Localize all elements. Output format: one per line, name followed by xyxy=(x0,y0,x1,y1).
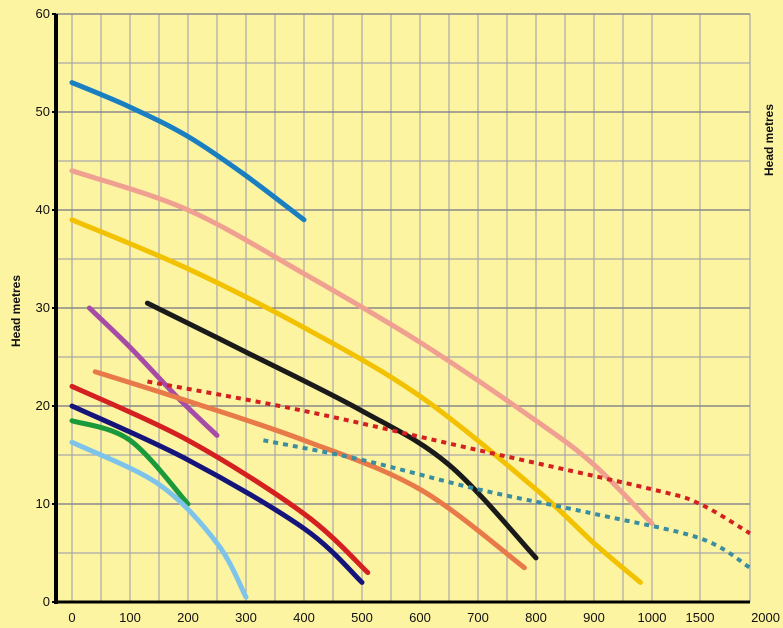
y-tick-label: 0 xyxy=(43,594,50,609)
x-tick-label: 900 xyxy=(583,610,605,625)
x-tick-label: 700 xyxy=(467,610,489,625)
x-tick-label: 200 xyxy=(177,610,199,625)
x-tick-label: 2000 xyxy=(751,610,780,625)
y-tick-label: 40 xyxy=(36,202,50,217)
series-group xyxy=(69,80,752,600)
y-tick-label: 60 xyxy=(36,6,50,21)
series-line-10 xyxy=(69,439,249,600)
x-tick-label: 0 xyxy=(68,610,75,625)
series-line-3 xyxy=(69,217,643,585)
series-line-4 xyxy=(144,300,539,561)
x-tick-label: 500 xyxy=(351,610,373,625)
y-axis-label-right: Head metres xyxy=(762,104,776,176)
x-tick-label: 1500 xyxy=(686,610,715,625)
x-tick-label: 300 xyxy=(235,610,257,625)
series-line-1 xyxy=(69,80,307,223)
y-tick-label: 50 xyxy=(36,104,50,119)
y-axis-label-left: Head metres xyxy=(9,275,23,347)
series-line-11 xyxy=(147,379,752,536)
series-line-2 xyxy=(69,168,655,527)
x-tick-label: 800 xyxy=(525,610,547,625)
series-line-8 xyxy=(69,403,365,585)
y-tick-label: 30 xyxy=(36,300,50,315)
x-tick-label: 400 xyxy=(293,610,315,625)
x-tick-label: 100 xyxy=(119,610,141,625)
y-tick-label: 20 xyxy=(36,398,50,413)
series-line-9 xyxy=(69,418,191,507)
series-line-12 xyxy=(263,438,752,570)
x-tick-label: 600 xyxy=(409,610,431,625)
series-line-7 xyxy=(69,383,371,576)
axes xyxy=(52,13,750,604)
series-line-5 xyxy=(86,305,220,438)
x-tick-label: 1000 xyxy=(638,610,667,625)
series-line-6 xyxy=(92,369,527,571)
y-tick-label: 10 xyxy=(36,496,50,511)
